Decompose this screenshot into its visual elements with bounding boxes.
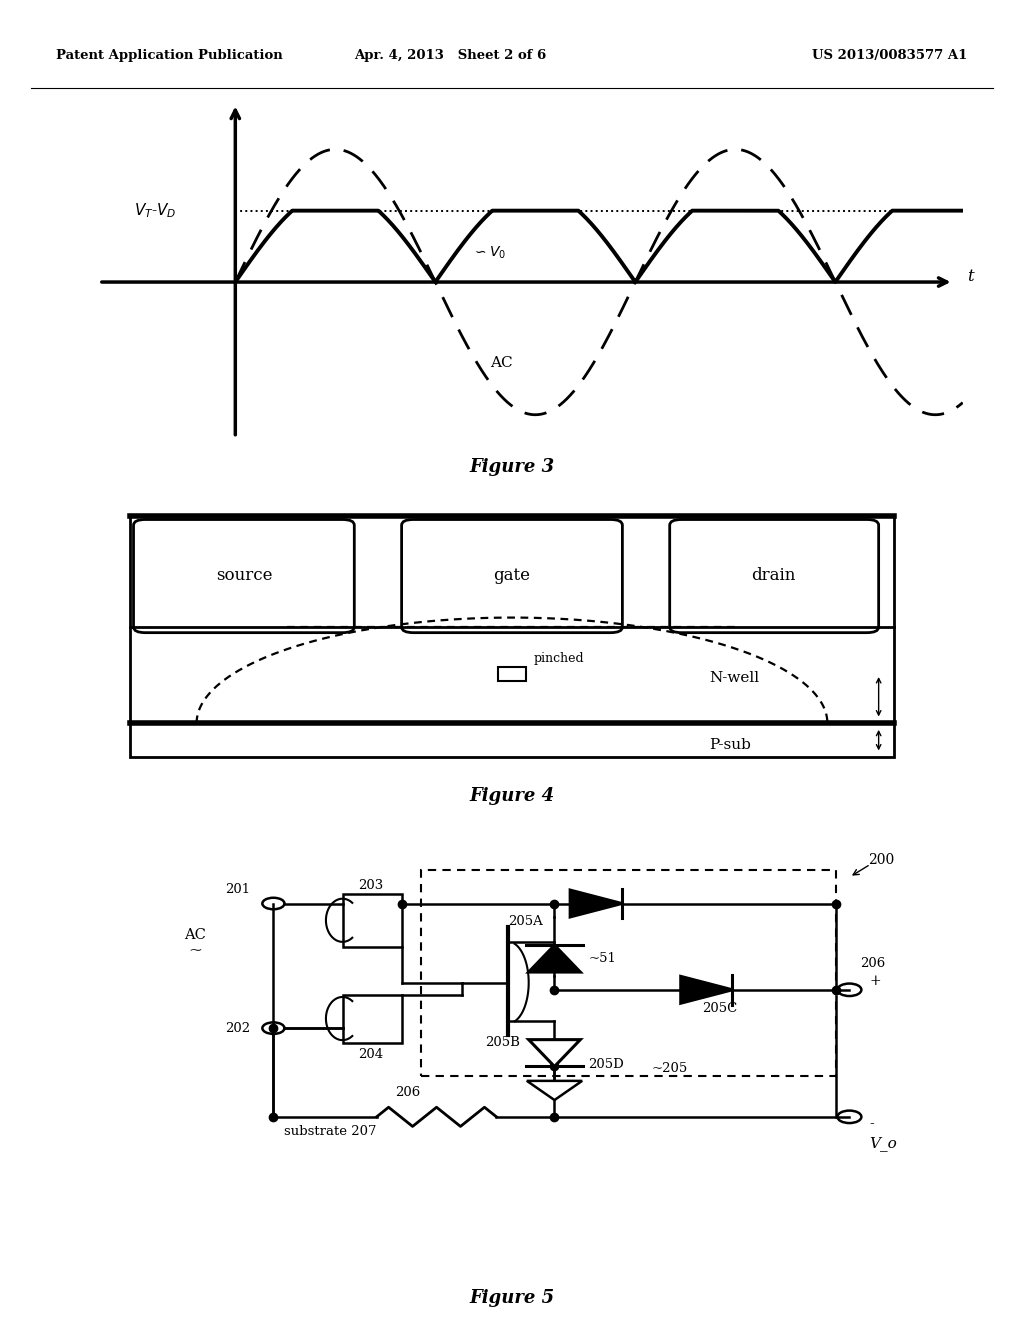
- Polygon shape: [681, 977, 732, 1003]
- FancyBboxPatch shape: [401, 520, 623, 632]
- Text: 206: 206: [860, 957, 886, 970]
- Text: US 2013/0083577 A1: US 2013/0083577 A1: [812, 49, 968, 62]
- Text: 206: 206: [395, 1086, 420, 1100]
- Text: gate: gate: [494, 566, 530, 583]
- Polygon shape: [528, 945, 581, 972]
- Text: substrate 207: substrate 207: [285, 1125, 377, 1138]
- Text: Figure 5: Figure 5: [469, 1290, 555, 1307]
- FancyBboxPatch shape: [133, 520, 354, 632]
- Text: +: +: [869, 974, 882, 989]
- Text: $V_T$-$V_D$: $V_T$-$V_D$: [133, 202, 176, 220]
- Text: N-well: N-well: [710, 671, 759, 685]
- Text: 205B: 205B: [485, 1036, 520, 1049]
- Text: Figure 4: Figure 4: [469, 787, 555, 805]
- Text: -: -: [869, 1117, 874, 1131]
- Text: V_o: V_o: [869, 1135, 897, 1151]
- Text: 201: 201: [225, 883, 250, 896]
- Text: ~51: ~51: [589, 952, 616, 965]
- Text: 205A: 205A: [508, 915, 543, 928]
- Text: P-sub: P-sub: [710, 738, 751, 752]
- Text: 200: 200: [867, 853, 894, 867]
- Polygon shape: [526, 1081, 582, 1100]
- Bar: [498, 668, 526, 681]
- Bar: [342, 894, 402, 946]
- Text: drain: drain: [752, 566, 796, 583]
- Text: ~205: ~205: [651, 1063, 687, 1076]
- Text: 205D: 205D: [589, 1057, 625, 1071]
- Text: 203: 203: [358, 879, 383, 892]
- Text: t: t: [967, 268, 974, 285]
- Text: pinched: pinched: [535, 652, 585, 665]
- Polygon shape: [570, 890, 622, 917]
- Text: 205C: 205C: [702, 1002, 737, 1015]
- Bar: [342, 994, 402, 1043]
- Bar: [421, 870, 836, 1076]
- Text: Apr. 4, 2013   Sheet 2 of 6: Apr. 4, 2013 Sheet 2 of 6: [354, 49, 547, 62]
- Text: AC: AC: [489, 355, 512, 370]
- Text: $\backsim V_0$: $\backsim V_0$: [472, 244, 506, 261]
- Text: 202: 202: [225, 1022, 250, 1035]
- Text: AC: AC: [184, 928, 206, 941]
- Text: ~: ~: [188, 941, 202, 957]
- Polygon shape: [528, 1040, 581, 1067]
- Text: 204: 204: [358, 1048, 383, 1061]
- Text: Figure 3: Figure 3: [469, 458, 555, 477]
- Text: source: source: [216, 566, 272, 583]
- FancyBboxPatch shape: [670, 520, 879, 632]
- Text: Patent Application Publication: Patent Application Publication: [56, 49, 283, 62]
